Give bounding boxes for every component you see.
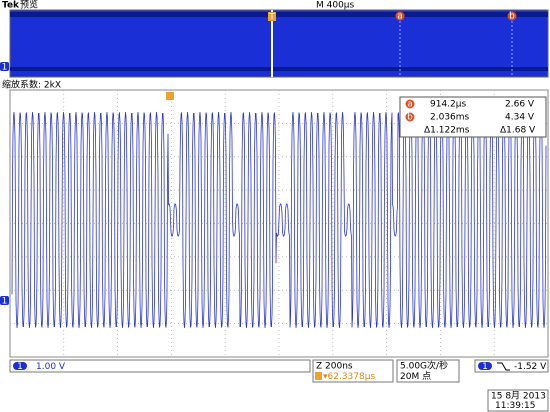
cursor-b-volt: 4.34 V: [505, 113, 535, 123]
channel-box: [9, 359, 311, 373]
falling-edge-icon: [497, 362, 510, 371]
cursor-readout: [399, 96, 547, 138]
zoom-box: [312, 359, 394, 383]
trigger-badge: [478, 362, 492, 370]
channel-badge-label: 1: [17, 362, 23, 372]
datetime-box: [487, 389, 549, 412]
sample-rate: 5.00G次/秒: [400, 360, 448, 372]
cursor-a-marker: [395, 11, 405, 21]
waveform: [11, 112, 547, 328]
delta-time: Δ1.122ms: [424, 126, 470, 136]
cursor-a-label: a: [397, 12, 403, 22]
cursor-b-label: b: [509, 12, 515, 22]
channel-marker-label: 1: [2, 63, 8, 73]
channel-badge: [13, 362, 27, 370]
overview: [9, 9, 549, 78]
ground-marker: [0, 296, 9, 305]
cursor-b-icon: [405, 112, 415, 122]
brand: Tek: [2, 1, 20, 11]
cursor-b-icon-label: b: [407, 113, 413, 123]
cursor-b-marker: [507, 11, 517, 21]
position: ▾62.3378μs: [323, 372, 375, 382]
mode: 预览: [20, 0, 38, 11]
zoom-time: Z 200ns: [316, 362, 353, 372]
cursor-a-icon-label: a: [407, 100, 413, 110]
channel-marker: [0, 62, 9, 71]
cursor-b-time: 2.036ms: [430, 113, 470, 123]
position-icon: [315, 372, 322, 380]
overview-band: [10, 67, 548, 71]
time: 11:39:15: [495, 401, 535, 411]
zoom-trigger-marker: [166, 92, 174, 100]
trigger-level: -1.52 V: [514, 362, 547, 372]
overview-band: [10, 12, 548, 17]
acquisition-box: [396, 359, 460, 383]
trigger-marker-box: [268, 12, 276, 21]
cursor-a-icon: [405, 99, 415, 109]
cursor-a-volt: 2.66 V: [505, 100, 535, 110]
delta-volt: Δ1.68 V: [500, 126, 536, 136]
trigger-badge-label: 1: [482, 362, 488, 372]
trigger-box: [474, 359, 549, 373]
ground-marker-label: 1: [2, 297, 8, 307]
zoom-label: 缩放系数: 2kX: [2, 79, 61, 91]
channel-scale: 1.00 V: [36, 362, 66, 372]
timebase: M 400μs: [316, 1, 355, 11]
record-length: 20M 点: [400, 371, 431, 382]
date: 15 8月 2013: [491, 391, 546, 402]
cursor-a-time: 914.2μs: [430, 100, 466, 110]
trigger-marker: T: [268, 13, 275, 23]
